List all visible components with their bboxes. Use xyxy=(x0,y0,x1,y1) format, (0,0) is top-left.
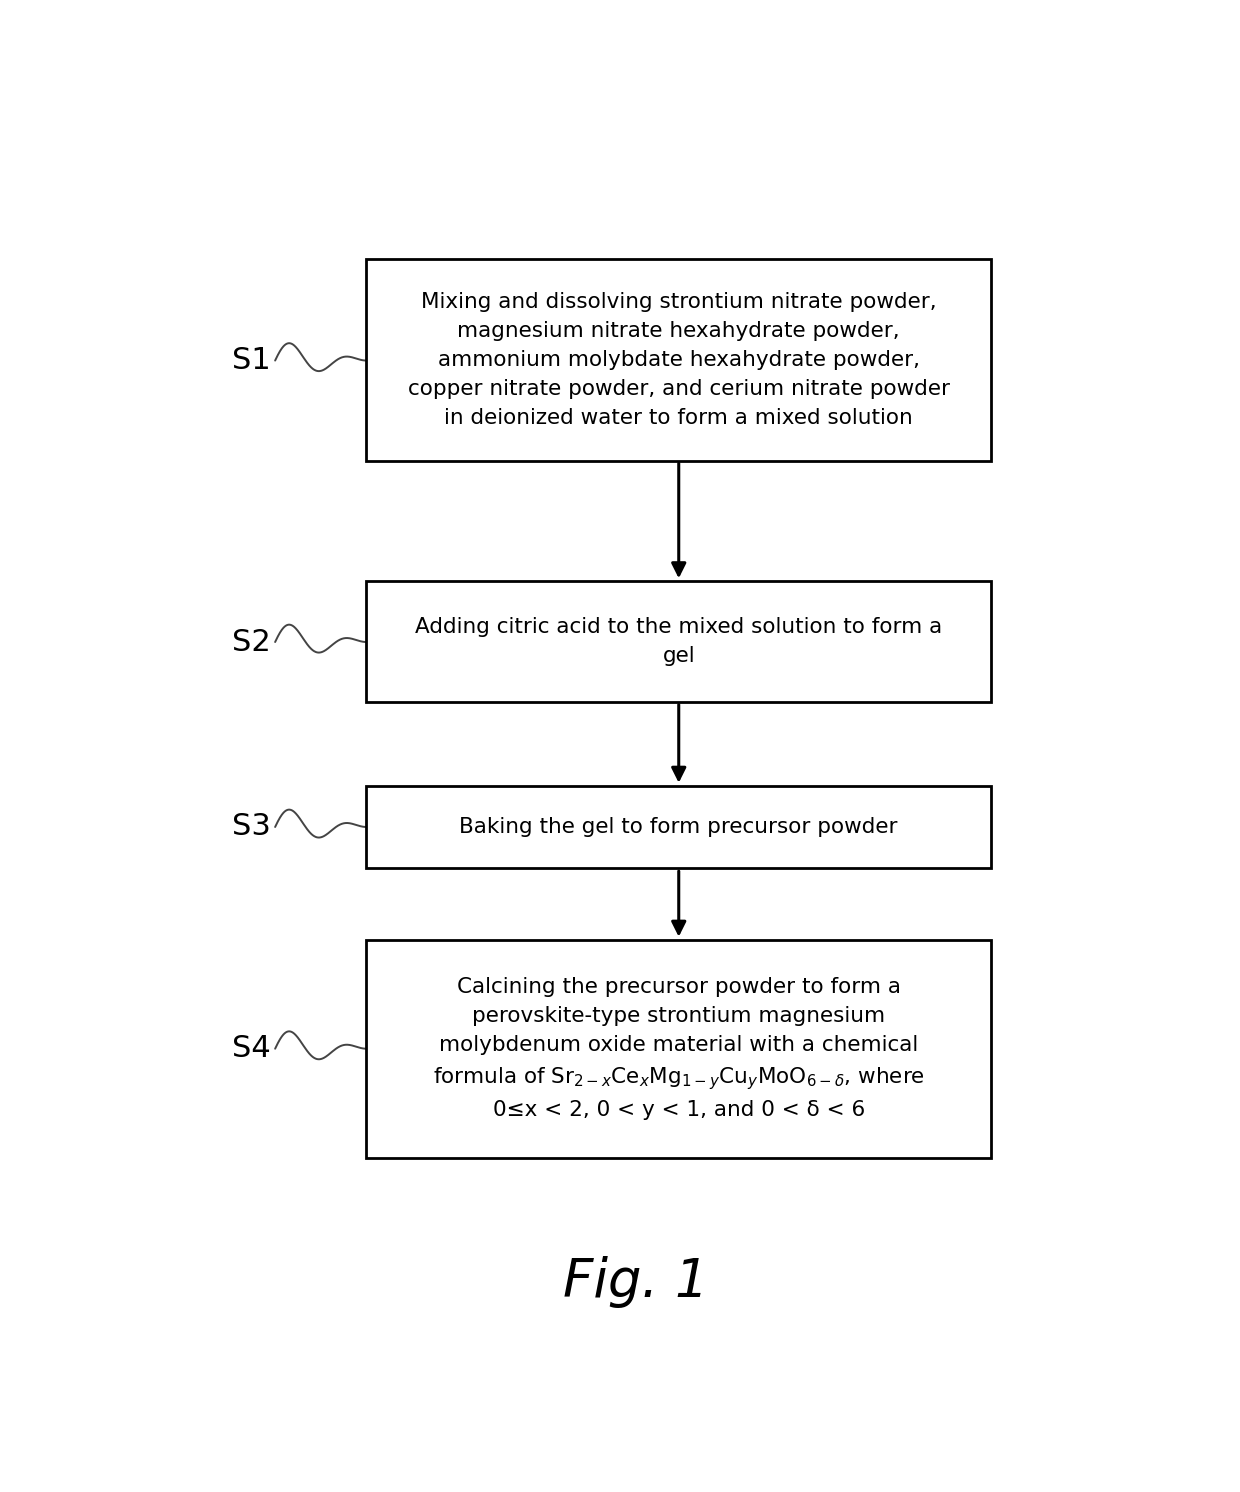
Text: S2: S2 xyxy=(232,628,270,656)
FancyBboxPatch shape xyxy=(367,260,991,461)
Text: S4: S4 xyxy=(232,1034,270,1064)
Text: S1: S1 xyxy=(232,346,270,374)
Text: Calcining the precursor powder to form a
perovskite-type strontium magnesium
mol: Calcining the precursor powder to form a… xyxy=(433,977,925,1120)
Text: Baking the gel to form precursor powder: Baking the gel to form precursor powder xyxy=(460,818,898,837)
FancyBboxPatch shape xyxy=(367,580,991,701)
Text: Fig. 1: Fig. 1 xyxy=(563,1256,708,1308)
FancyBboxPatch shape xyxy=(367,940,991,1158)
Text: Mixing and dissolving strontium nitrate powder,
magnesium nitrate hexahydrate po: Mixing and dissolving strontium nitrate … xyxy=(408,292,950,428)
FancyBboxPatch shape xyxy=(367,786,991,868)
Text: S3: S3 xyxy=(232,813,270,841)
Text: Adding citric acid to the mixed solution to form a
gel: Adding citric acid to the mixed solution… xyxy=(415,618,942,665)
